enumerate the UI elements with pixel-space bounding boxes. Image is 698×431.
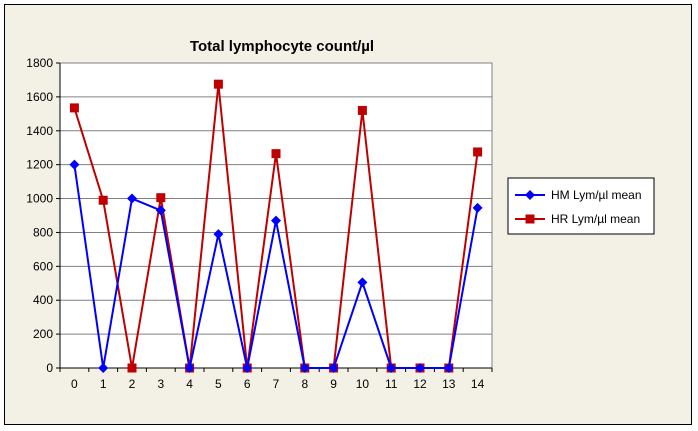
legend: HM Lym/µl mean HR Lym/µl mean [507,177,655,235]
data-point [127,363,137,373]
data-point [415,363,425,373]
x-tick-label: 7 [273,377,280,391]
y-tick-label: 800 [33,225,53,239]
series-hm [69,159,483,373]
x-tick-label: 13 [442,377,456,391]
plot-background [59,62,493,369]
legend-entry: HR Lym/µl mean [515,212,640,226]
series-layer [69,79,483,373]
x-tick-label: 12 [413,377,427,391]
x-tick-label: 4 [186,377,193,391]
legend-marker [525,214,535,224]
x-tick-label: 8 [301,377,308,391]
x-tick-label: 10 [356,377,370,391]
data-point [184,363,195,373]
legend-marker [525,190,535,200]
legend-label: HM Lym/µl mean [551,188,642,202]
x-tick-label: 11 [385,377,398,391]
x-tick-label: 3 [157,377,164,391]
x-tick-label: 5 [215,377,222,391]
data-point [156,193,166,203]
data-point [155,205,166,216]
data-point [357,277,368,288]
data-point [386,363,397,373]
data-point [127,193,137,204]
x-tick-label: 1 [100,377,107,391]
y-tick-label: 1600 [26,90,53,104]
y-tick-label: 400 [33,293,53,307]
plot-area [59,62,493,369]
y-tick-label: 1000 [26,192,53,206]
x-tick-label: 9 [330,377,337,391]
data-point [242,363,253,373]
data-point [473,147,483,157]
chart-title: Total lymphocyte count/µl [190,38,374,55]
data-point [472,202,483,213]
data-point [443,363,454,373]
y-tick-label: 200 [33,327,53,341]
y-tick-label: 1800 [26,56,53,70]
legend-box [507,177,655,235]
x-tick-label: 2 [129,377,136,391]
legend-label: HR Lym/µl mean [551,212,640,226]
data-point [271,215,281,226]
data-point [271,149,281,159]
chart-frame: Total lymphocyte count/µl 0 200 400 600 800 1… [4,4,692,425]
y-axis-ticks: 0 200 400 600 800 1000 1200 1400 1600 1800 [26,56,60,375]
x-tick-label: 14 [471,377,485,391]
y-tick-label: 1200 [26,158,53,172]
data-point [98,195,108,205]
line-chart: Total lymphocyte count/µl 0 200 400 600 800 1… [26,38,655,391]
data-point [357,105,367,115]
y-tick-label: 1400 [26,124,53,138]
y-tick-label: 0 [46,361,53,375]
data-point [213,79,223,89]
data-point [328,363,339,373]
data-point [69,103,79,113]
data-point [299,363,310,373]
x-axis-ticks: 0 1 2 3 4 5 6 7 8 9 10 11 12 13 14 [59,368,493,391]
x-tick-label: 6 [244,377,251,391]
data-point [69,159,80,170]
data-point [98,363,109,373]
legend-entry: HM Lym/µl mean [515,188,642,202]
y-tick-label: 600 [33,259,53,273]
data-point [213,229,224,240]
x-tick-label: 0 [71,377,78,391]
